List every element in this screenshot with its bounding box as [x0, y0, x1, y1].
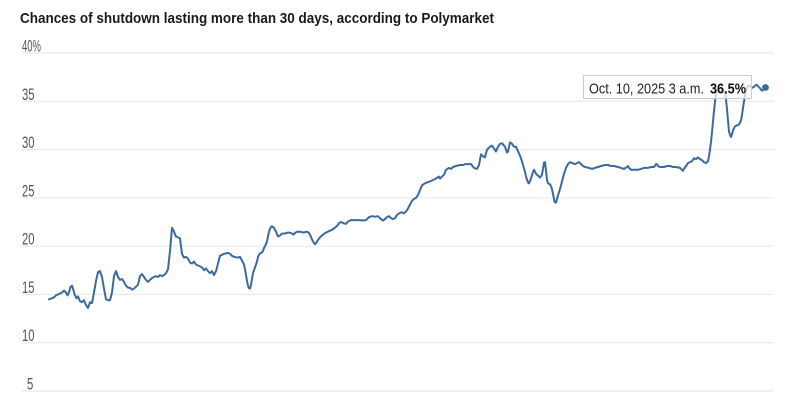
svg-text:Oct. 10, 2025 3 a.m.: Oct. 10, 2025 3 a.m. — [589, 82, 704, 98]
svg-text:36.5%: 36.5% — [710, 82, 746, 98]
svg-text:10: 10 — [22, 326, 35, 345]
svg-text:5: 5 — [27, 375, 33, 394]
svg-text:20: 20 — [22, 230, 35, 249]
svg-text:40%: 40% — [22, 37, 41, 56]
svg-text:Chances of shutdown lasting mo: Chances of shutdown lasting more than 30… — [20, 10, 494, 27]
svg-text:25: 25 — [22, 181, 35, 200]
svg-text:30: 30 — [22, 133, 35, 152]
svg-text:15: 15 — [22, 278, 35, 297]
svg-text:35: 35 — [22, 85, 35, 104]
